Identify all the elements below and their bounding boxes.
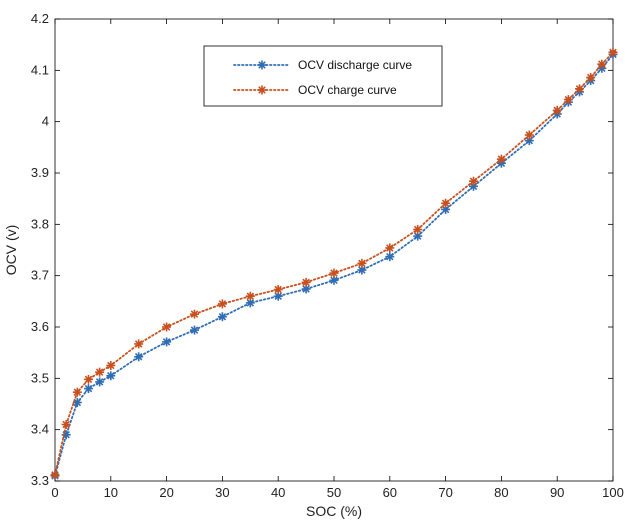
legend: OCV discharge curve OCV charge curve — [203, 45, 443, 107]
legend-label: OCV charge curve — [298, 83, 397, 97]
series-layer — [50, 47, 618, 481]
data-point — [552, 105, 562, 115]
data-point — [413, 224, 423, 234]
x-tick-label: 40 — [271, 485, 285, 500]
y-tick-label: 3.6 — [31, 319, 49, 334]
legend-marker — [257, 60, 267, 70]
x-tick-label: 10 — [104, 485, 118, 500]
data-point — [469, 176, 478, 186]
x-tick-label: 70 — [438, 485, 452, 500]
data-point — [190, 325, 199, 335]
data-point — [273, 291, 283, 301]
data-point — [95, 377, 105, 387]
data-point — [50, 470, 60, 480]
data-point — [245, 291, 255, 301]
y-tick-label: 3.8 — [31, 216, 49, 231]
data-point — [329, 268, 339, 278]
x-axis-ticks: 0 10 20 30 40 50 60 70 80 90 100 — [51, 19, 624, 500]
data-point — [273, 285, 283, 295]
series-line — [54, 51, 614, 476]
y-tick-label: 4 — [42, 114, 49, 129]
data-point — [441, 198, 451, 208]
data-point — [134, 352, 144, 362]
data-point — [83, 384, 93, 394]
series-line — [54, 53, 614, 477]
data-point — [106, 371, 116, 381]
data-point — [61, 420, 71, 430]
y-tick-label: 3.4 — [31, 422, 49, 437]
x-tick-label: 90 — [550, 485, 564, 500]
y-tick-label: 3.5 — [31, 370, 49, 385]
x-tick-label: 50 — [327, 485, 341, 500]
x-tick-label: 80 — [494, 485, 508, 500]
legend-box — [203, 45, 443, 107]
data-point — [357, 258, 367, 268]
legend-marker — [257, 85, 267, 95]
data-point — [95, 367, 105, 377]
x-tick-label: 30 — [215, 485, 229, 500]
data-point — [162, 322, 172, 332]
x-tick-label: 100 — [602, 485, 624, 500]
data-point — [524, 130, 534, 140]
y-axis-ticks: 3.3 3.4 3.5 3.6 3.7 3.8 3.9 4 4.1 4.2 — [31, 11, 613, 488]
data-point — [106, 361, 116, 370]
data-point — [563, 95, 573, 105]
data-point — [162, 337, 172, 347]
x-tick-label: 20 — [159, 485, 173, 500]
data-point — [575, 84, 585, 94]
legend-item: OCV charge curve — [233, 83, 397, 97]
data-point — [385, 243, 395, 253]
data-point — [217, 299, 227, 309]
data-point — [217, 312, 227, 322]
data-point — [586, 73, 596, 83]
legend-item: OCV discharge curve — [233, 58, 412, 72]
data-point — [301, 277, 311, 287]
data-point — [83, 374, 93, 384]
x-axis-title: SOC (%) — [306, 503, 362, 519]
data-point — [608, 47, 618, 57]
series-discharge — [50, 49, 618, 481]
data-point — [496, 154, 506, 164]
data-point — [134, 339, 144, 349]
y-tick-label: 3.9 — [31, 165, 49, 180]
series-charge — [50, 47, 618, 480]
data-point — [597, 59, 607, 69]
y-tick-label: 3.3 — [31, 473, 49, 488]
data-point — [385, 252, 395, 262]
y-axis-title: OCV (v) — [3, 225, 19, 276]
data-point — [524, 136, 534, 146]
x-tick-label: 60 — [383, 485, 397, 500]
x-tick-label: 0 — [51, 485, 58, 500]
y-tick-label: 3.7 — [31, 268, 49, 283]
data-point — [190, 309, 199, 319]
data-point — [245, 298, 255, 308]
y-tick-label: 4.2 — [31, 11, 49, 26]
data-point — [72, 387, 82, 397]
y-tick-label: 4.1 — [31, 62, 49, 77]
legend-label: OCV discharge curve — [298, 58, 412, 72]
